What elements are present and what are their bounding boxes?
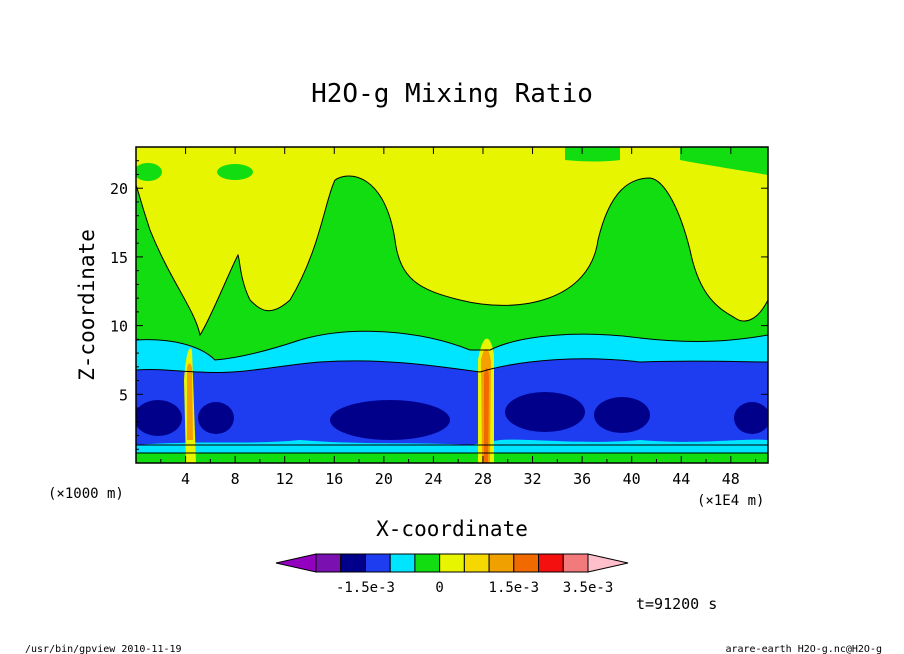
colorbar-swatch-7 bbox=[488, 553, 515, 573]
field-green-lower bbox=[136, 453, 768, 463]
contour-field bbox=[136, 147, 768, 463]
footer-right: arare-earth_H2O-g.nc@H2O-g bbox=[725, 644, 882, 654]
colorbar-label-3: 3.5e-3 bbox=[563, 580, 614, 596]
x-tick-label-7: 32 bbox=[524, 470, 542, 488]
field-navy-core-4 bbox=[505, 392, 585, 432]
x-tick-label-10: 44 bbox=[672, 470, 690, 488]
x-tick-label-1: 8 bbox=[231, 470, 240, 488]
colorbar-swatch-10 bbox=[562, 553, 589, 573]
x-tick-label-9: 40 bbox=[623, 470, 641, 488]
y-axis: 5 10 15 20 bbox=[110, 160, 768, 450]
footer-left: /usr/bin/gpview 2010-11-19 bbox=[25, 644, 182, 654]
field-yellow-upper bbox=[136, 147, 768, 335]
colorbar-swatch-9 bbox=[538, 553, 564, 573]
x-tick-label-3: 16 bbox=[325, 470, 343, 488]
chart-title: H2O-g Mixing Ratio bbox=[311, 79, 593, 109]
x-tick-label-5: 24 bbox=[424, 470, 442, 488]
plume-center-core bbox=[484, 367, 489, 463]
colorbar-extend-low bbox=[275, 553, 317, 573]
field-green-island-2 bbox=[136, 163, 162, 181]
x-axis: 4 8 12 16 20 24 28 32 36 40 44 48 bbox=[160, 147, 757, 488]
colorbar-label-1: 0 bbox=[435, 580, 443, 596]
x-tick-label-2: 12 bbox=[276, 470, 294, 488]
y-tick-label-2: 15 bbox=[110, 249, 128, 267]
time-label: t=91200 s bbox=[636, 595, 717, 613]
colorbar-extend-high bbox=[587, 553, 629, 573]
y-tick-label-1: 10 bbox=[110, 318, 128, 336]
y-tick-label-3: 20 bbox=[110, 180, 128, 198]
field-green-island-3 bbox=[565, 147, 620, 162]
colorbar-swatch-6 bbox=[463, 553, 490, 573]
field-green-island-1 bbox=[217, 164, 253, 180]
colorbar-swatch-3 bbox=[389, 553, 416, 573]
y-axis-title: Z-coordinate bbox=[75, 229, 99, 381]
colorbar-labels: -1.5e-3 0 1.5e-3 3.5e-3 bbox=[336, 580, 613, 596]
x-unit-left: (×1000 m) bbox=[48, 486, 124, 502]
colorbar-swatch-0 bbox=[315, 553, 342, 573]
x-tick-label-4: 20 bbox=[375, 470, 393, 488]
field-cyan-lower bbox=[136, 445, 768, 453]
contour-lines bbox=[136, 175, 768, 454]
plot-frame bbox=[135, 146, 769, 464]
x-tick-label-0: 4 bbox=[181, 470, 190, 488]
field-navy-core-5 bbox=[594, 397, 650, 433]
x-tick-label-6: 28 bbox=[474, 470, 492, 488]
field-navy-core-2 bbox=[198, 402, 234, 434]
x-tick-label-11: 48 bbox=[722, 470, 740, 488]
x-unit-right: (×1E4 m) bbox=[697, 493, 764, 509]
field-navy-core-1 bbox=[136, 400, 182, 436]
colorbar-swatch-2 bbox=[364, 553, 391, 573]
colorbar bbox=[275, 553, 629, 573]
field-navy-core-6 bbox=[734, 402, 768, 434]
colorbar-label-2: 1.5e-3 bbox=[489, 580, 540, 596]
colorbar-swatch-5 bbox=[439, 553, 465, 573]
y-tick-label-0: 5 bbox=[119, 386, 128, 404]
plume-left-inner bbox=[187, 363, 193, 440]
colorbar-label-0: -1.5e-3 bbox=[336, 580, 395, 596]
x-axis-title: X-coordinate bbox=[376, 517, 528, 541]
colorbar-swatch-4 bbox=[414, 553, 441, 573]
x-tick-label-8: 36 bbox=[573, 470, 591, 488]
colorbar-swatch-1 bbox=[340, 553, 366, 573]
field-green-island-4 bbox=[680, 147, 768, 175]
colorbar-swatch-8 bbox=[513, 553, 540, 573]
field-navy-core-3 bbox=[330, 400, 450, 440]
